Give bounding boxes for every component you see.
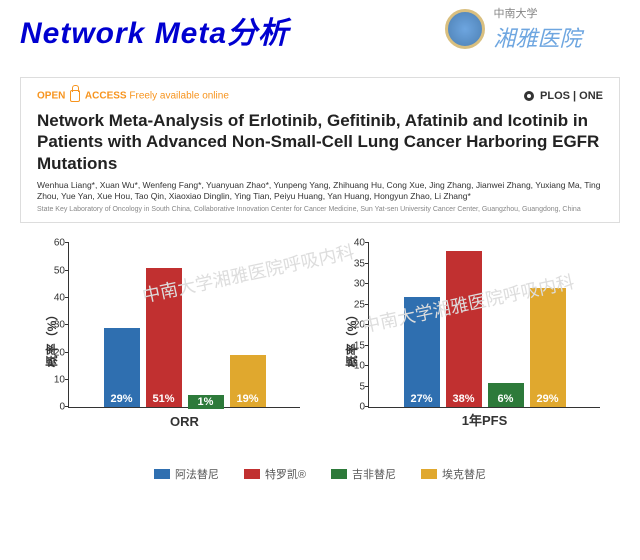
plot-area: 29%51%1%19% ORR 0102030405060 xyxy=(68,243,300,408)
header: Network Meta分析 中南大学 湘雅医院 xyxy=(20,8,620,52)
legend: 阿法替尼 特罗凯® 吉非替尼 埃克替尼 xyxy=(20,466,620,482)
legend-item: 埃克替尼 xyxy=(421,466,486,482)
y-axis-label: 概率（%） xyxy=(343,309,360,368)
bar: 51% xyxy=(146,268,182,407)
paper-header: OPEN ACCESS Freely available online PLOS… xyxy=(37,90,603,102)
lock-icon xyxy=(70,90,80,102)
logo-badge-icon xyxy=(445,9,485,49)
legend-item: 吉非替尼 xyxy=(331,466,396,482)
bar: 29% xyxy=(530,288,566,407)
bars-container: 27%38%6%29% xyxy=(369,243,600,407)
bar: 29% xyxy=(104,328,140,407)
paper-title: Network Meta-Analysis of Erlotinib, Gefi… xyxy=(37,110,603,174)
paper-citation: OPEN ACCESS Freely available online PLOS… xyxy=(20,77,620,223)
chart-orr: 概率（%） 29%51%1%19% ORR 0102030405060 xyxy=(30,238,310,438)
bar: 27% xyxy=(404,297,440,408)
paper-authors: Wenhua Liang*, Xuan Wu*, Wenfeng Fang*, … xyxy=(37,180,603,202)
bar: 6% xyxy=(488,383,524,408)
bars-container: 29%51% 1% 19% xyxy=(69,243,300,407)
x-axis-label: ORR xyxy=(69,414,300,429)
bar: 19% xyxy=(230,355,266,407)
charts-row: 概率（%） 29%51%1%19% ORR 0102030405060 概率（%… xyxy=(20,238,620,438)
slide-title: Network Meta分析 xyxy=(20,8,289,52)
plos-icon xyxy=(524,91,534,101)
plot-area: 27%38%6%29% 1年PFS 0510152025303540 xyxy=(368,243,600,408)
paper-affiliation: State Key Laboratory of Oncology in Sout… xyxy=(37,206,603,214)
bar: 38% xyxy=(446,251,482,407)
slide: Network Meta分析 中南大学 湘雅医院 OPEN ACCESS Fre… xyxy=(0,0,640,560)
chart-pfs: 概率（%） 27%38%6%29% 1年PFS 0510152025303540 xyxy=(330,238,610,438)
hospital-logo: 中南大学 湘雅医院 xyxy=(445,5,625,60)
legend-item: 阿法替尼 xyxy=(154,466,219,482)
legend-item: 特罗凯® xyxy=(244,466,306,482)
y-axis-label: 概率（%） xyxy=(43,309,60,368)
logo-text: 中南大学 湘雅医院 xyxy=(493,5,581,53)
open-access-badge: OPEN ACCESS Freely available online xyxy=(37,90,229,102)
x-axis-label: 1年PFS xyxy=(369,410,600,429)
journal-name: PLOS | ONE xyxy=(524,90,603,102)
bar: 1% xyxy=(188,405,224,408)
